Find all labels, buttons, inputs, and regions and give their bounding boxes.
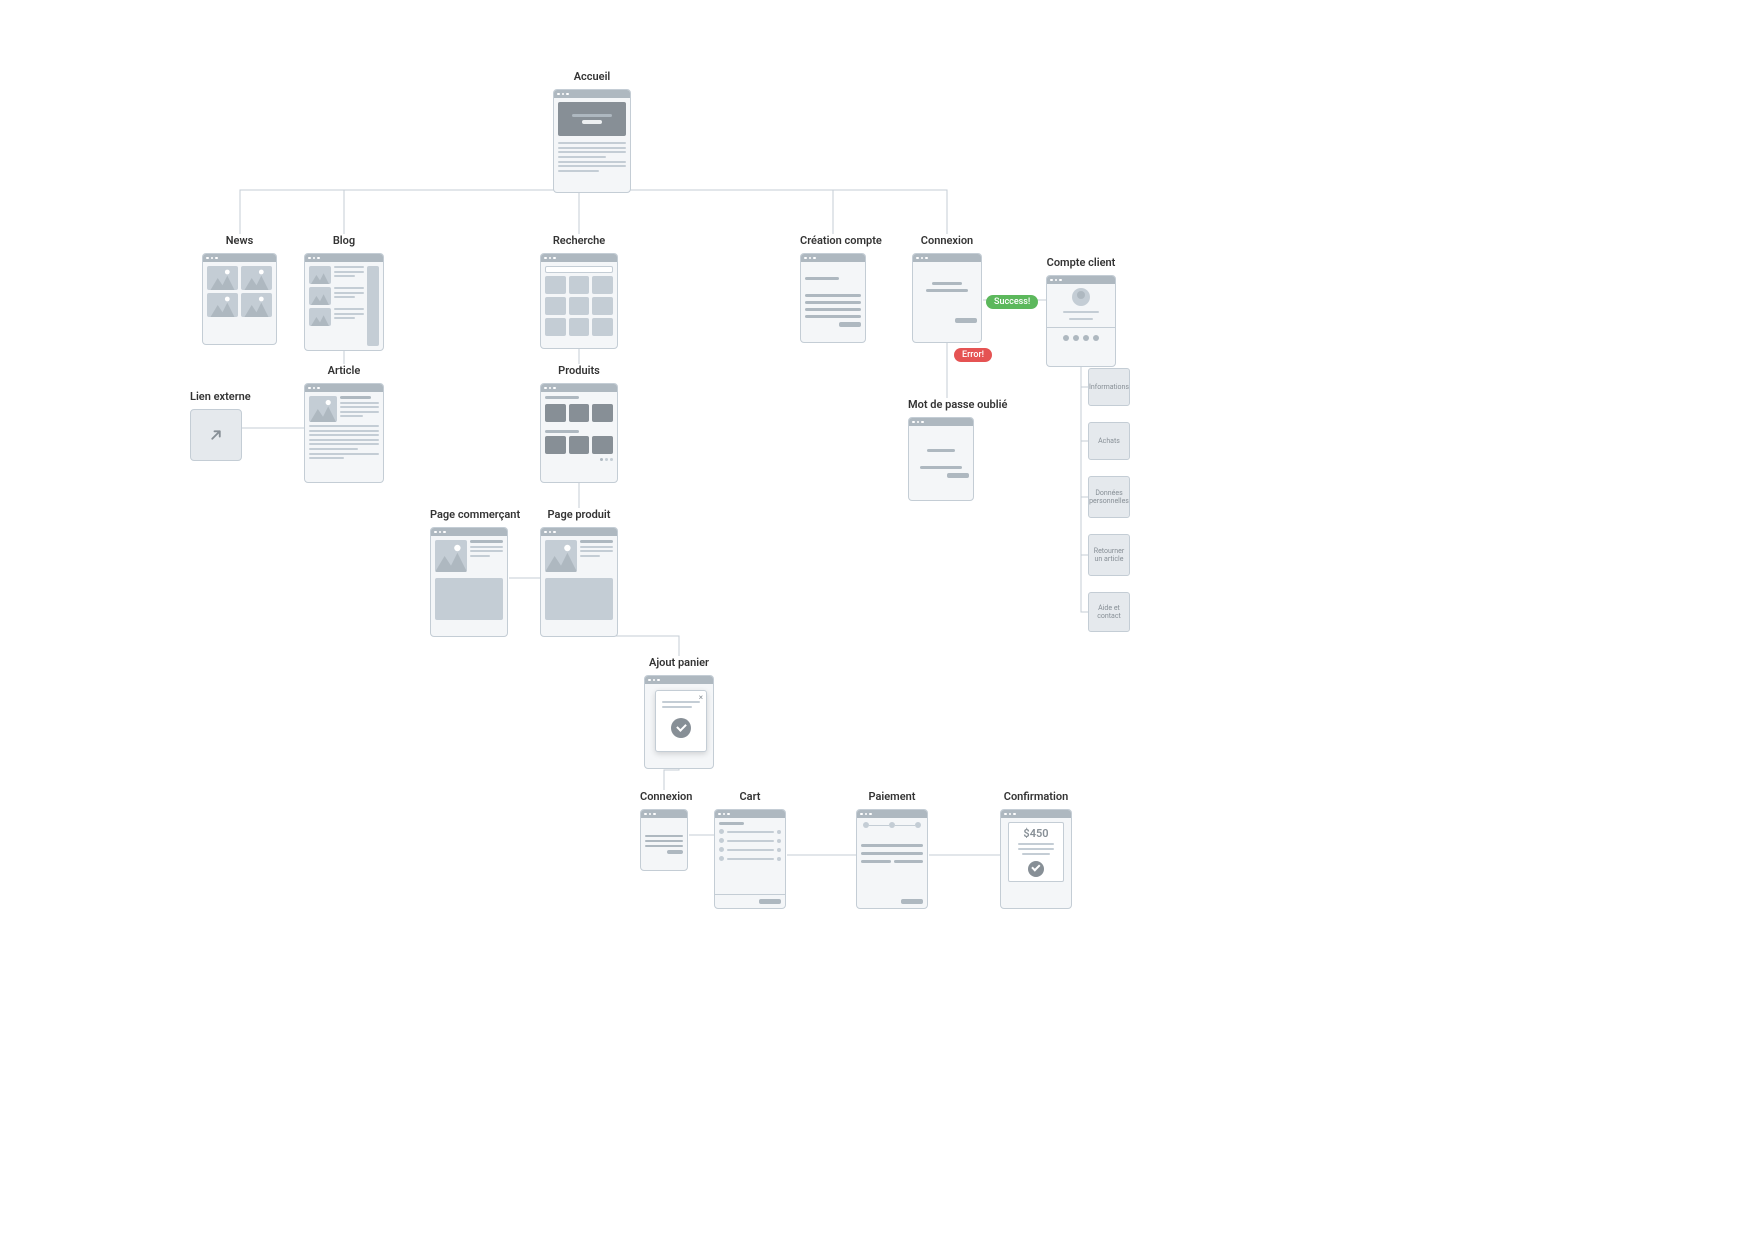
close-icon: × — [699, 693, 703, 702]
node-page-produit: Page produit — [540, 508, 618, 637]
mini-card-3: Retourner un article — [1088, 534, 1130, 576]
node-blog: Blog — [304, 234, 384, 351]
node-produits: Produits — [540, 364, 618, 483]
node-label: Connexion — [912, 234, 982, 247]
node-label: Accueil — [553, 70, 631, 83]
node-label: Paiement — [856, 790, 928, 803]
node-label: Mot de passe oublié — [908, 398, 1007, 411]
node-label: Connexion — [640, 790, 692, 803]
node-label: Compte client — [1046, 256, 1116, 269]
node-connexion-checkout: Connexion — [640, 790, 692, 871]
node-mdp-oublie: Mot de passe oublié — [908, 398, 1007, 501]
node-label: Cart — [714, 790, 786, 803]
node-confirmation: Confirmation $450 — [1000, 790, 1072, 909]
node-article: Article — [304, 364, 384, 483]
node-ajout-panier: Ajout panier × — [644, 656, 714, 769]
confirmation-amount: $450 — [1023, 827, 1048, 840]
node-label: Article — [304, 364, 384, 377]
node-accueil: Accueil — [553, 70, 631, 193]
node-label: Confirmation — [1000, 790, 1072, 803]
node-label: Blog — [304, 234, 384, 247]
external-link-icon — [207, 426, 225, 444]
node-page-commercant: Page commerçant — [430, 508, 520, 637]
node-label: Recherche — [540, 234, 618, 247]
mini-card-4: Aide et contact — [1088, 592, 1130, 632]
node-label: Création compte — [800, 234, 882, 247]
node-creation-compte: Création compte — [800, 234, 882, 343]
node-connexion: Connexion — [912, 234, 982, 343]
mini-card-2: Données personnelles — [1088, 476, 1130, 518]
node-label: Lien externe — [190, 390, 251, 403]
node-compte-client: Compte client — [1046, 256, 1116, 367]
node-label: Produits — [540, 364, 618, 377]
mini-card-1: Achats — [1088, 422, 1130, 460]
badge-error: Error! — [954, 348, 992, 362]
titlebar — [554, 90, 630, 98]
edges-layer — [0, 0, 1754, 1240]
node-label: Page commerçant — [430, 508, 520, 521]
node-paiement: Paiement — [856, 790, 928, 909]
node-lien-externe: Lien externe — [190, 390, 251, 461]
node-recherche: Recherche — [540, 234, 618, 349]
node-cart: Cart — [714, 790, 786, 909]
node-label: Ajout panier — [644, 656, 714, 669]
badge-success: Success! — [986, 295, 1038, 309]
node-news: News — [202, 234, 277, 345]
node-label: News — [202, 234, 277, 247]
node-label: Page produit — [540, 508, 618, 521]
mini-card-0: Informations — [1088, 368, 1130, 406]
diagram-canvas: Accueil News — [0, 0, 1754, 1240]
